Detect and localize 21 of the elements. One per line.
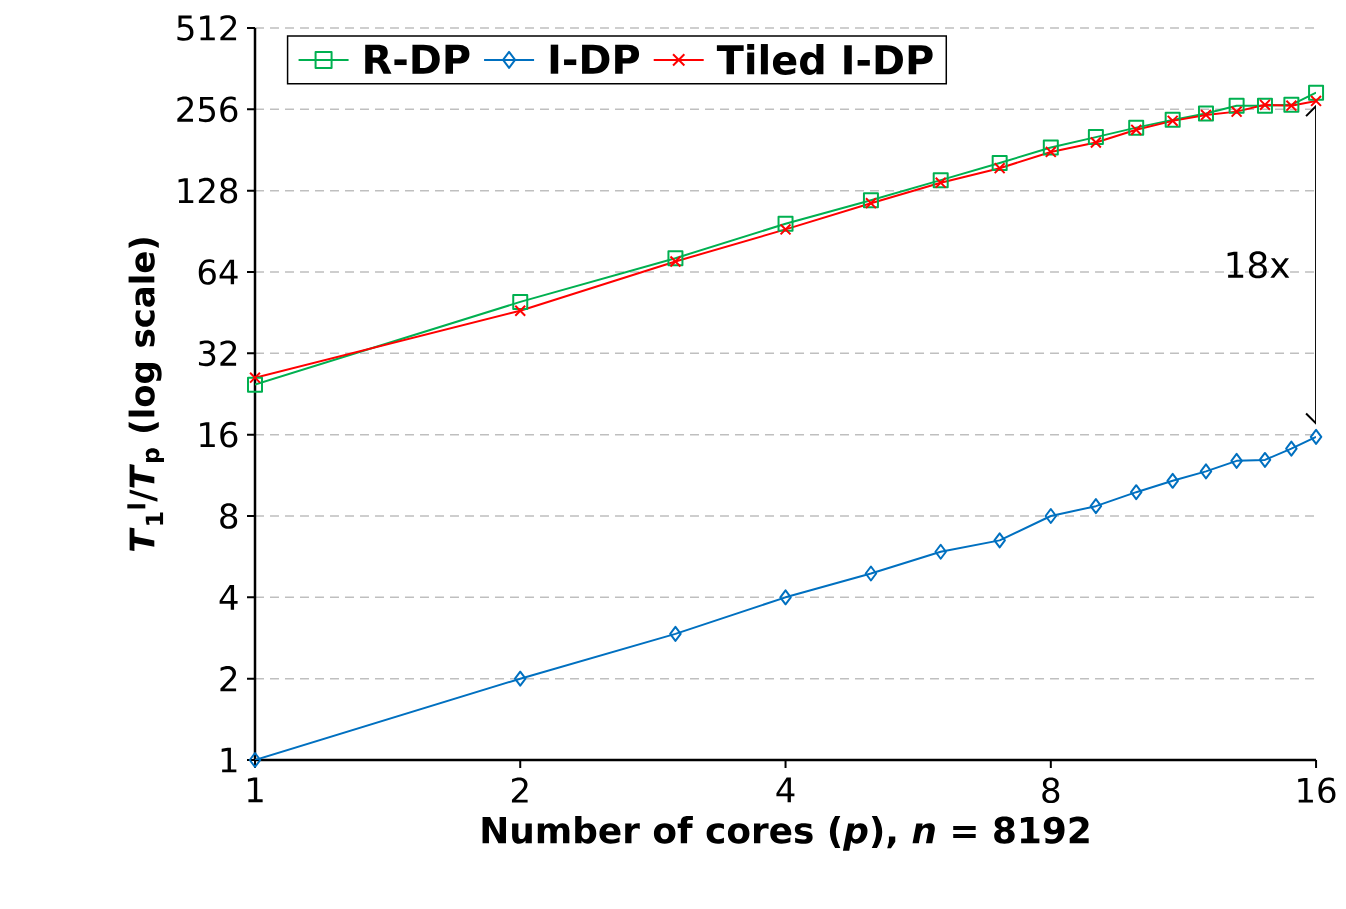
- x-tick-label: 4: [776, 777, 795, 803]
- y-tick-label: 4: [219, 584, 238, 610]
- legend-label: Tiled I-DP: [716, 44, 933, 75]
- y-axis-title: T$_{1}$$^{l}$/T$_{p}$ (log scale): [127, 238, 164, 552]
- y-tick-label: 32: [198, 340, 237, 367]
- x-tick-label: 16: [1298, 777, 1336, 804]
- y-tick-label: 64: [198, 259, 238, 285]
- legend-label: R-DP: [365, 44, 470, 74]
- y-tick-label: 2: [220, 666, 237, 692]
- y-tick-label: 128: [178, 177, 238, 204]
- annotation: 18x: [1227, 251, 1290, 279]
- y-tick-label: 256: [177, 96, 238, 123]
- x-axis-title: Number of cores (p), n = 8192: [482, 815, 1089, 851]
- x-tick-label: 8: [1042, 777, 1060, 804]
- x-tick-label: 2: [511, 777, 528, 803]
- y-tick-label: 16: [200, 421, 238, 448]
- y-tick-label: 1: [221, 747, 237, 773]
- y-tick-label: 512: [177, 15, 237, 41]
- y-tick-label: 8: [220, 503, 238, 529]
- x-tick-label: 1: [247, 777, 263, 803]
- legend-label: I-DP: [550, 44, 640, 74]
